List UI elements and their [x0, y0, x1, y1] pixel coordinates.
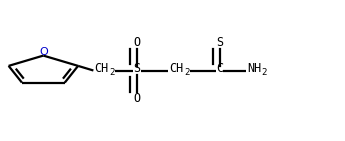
- Text: O: O: [39, 47, 48, 57]
- Text: NH: NH: [247, 62, 261, 75]
- Text: S: S: [134, 62, 140, 75]
- Text: O: O: [134, 92, 140, 105]
- Text: S: S: [216, 36, 224, 49]
- Text: CH: CH: [94, 62, 108, 75]
- Text: 2: 2: [262, 68, 267, 77]
- Text: CH: CH: [169, 62, 184, 75]
- Text: O: O: [134, 36, 140, 49]
- Text: C: C: [216, 62, 224, 75]
- Text: 2: 2: [184, 68, 189, 77]
- Text: 2: 2: [109, 68, 114, 77]
